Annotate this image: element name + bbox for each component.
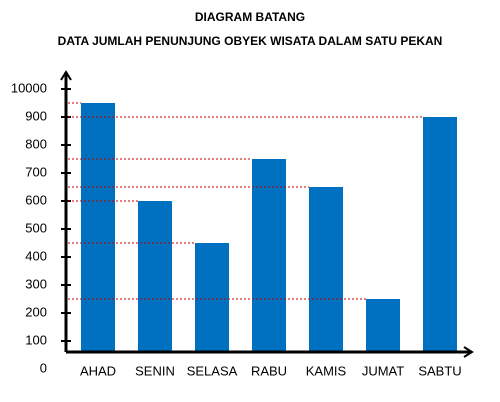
x-tick-label: SENIN <box>135 363 175 378</box>
bar <box>423 117 457 351</box>
x-tick-label: SELASA <box>187 363 238 378</box>
y-tick-label: 200 <box>25 304 47 319</box>
y-tick-label: 0 <box>40 360 47 375</box>
bar <box>252 159 286 351</box>
y-tick-label: 500 <box>25 220 47 235</box>
x-tick-label: SABTU <box>418 363 461 378</box>
bar <box>195 243 229 351</box>
x-tick-label: AHAD <box>80 363 116 378</box>
chart-title: DIAGRAM BATANG <box>195 10 305 24</box>
x-tick-label: RABU <box>251 363 287 378</box>
x-axis-arrow <box>463 346 474 358</box>
bar <box>309 187 343 351</box>
y-tick-label: 100 <box>25 332 47 347</box>
bar <box>366 299 400 351</box>
x-tick-label: KAMIS <box>306 363 347 378</box>
chart-subtitle: DATA JUMLAH PENUNJUNG OBYEK WISATA DALAM… <box>58 34 443 48</box>
bar <box>138 201 172 351</box>
y-tick-label: 400 <box>25 248 47 263</box>
x-tick-label: JUMAT <box>362 363 404 378</box>
y-tick-label: 900 <box>25 108 47 123</box>
y-axis-arrow <box>60 70 72 81</box>
y-tick-label: 700 <box>25 164 47 179</box>
y-tick-label: 600 <box>25 192 47 207</box>
bar <box>81 103 115 351</box>
y-tick-label: 10000 <box>11 80 47 95</box>
y-tick-label: 300 <box>25 276 47 291</box>
y-tick-label: 800 <box>25 136 47 151</box>
